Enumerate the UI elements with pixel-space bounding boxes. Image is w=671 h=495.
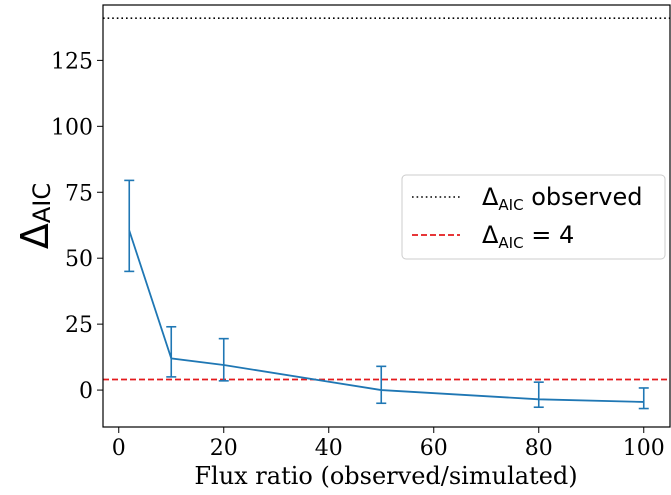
y-tick-label: 125 — [51, 49, 93, 74]
x-tick-label: 40 — [315, 436, 343, 461]
series-line — [128, 230, 644, 403]
x-tick-label: 0 — [112, 436, 126, 461]
y-tick-label: 50 — [65, 247, 93, 272]
y-tick-label: 100 — [51, 115, 93, 140]
legend-threshold-label: ΔAIC = 4 — [482, 221, 574, 252]
y-tick-label: 75 — [65, 181, 93, 206]
plot-frame — [102, 4, 671, 428]
x-tick-label: 80 — [525, 436, 553, 461]
x-tick-label: 100 — [623, 436, 665, 461]
x-tick-label: 20 — [210, 436, 238, 461]
y-tick-label: 25 — [65, 313, 93, 338]
legend: ΔAIC observed ΔAIC = 4 — [401, 174, 666, 260]
x-tick-label: 60 — [420, 436, 448, 461]
y-tick-label: 0 — [79, 379, 93, 404]
y-axis-label: ΔAIC — [13, 183, 57, 249]
x-axis-label: Flux ratio (observed/simulated) — [194, 462, 577, 490]
legend-box — [401, 174, 666, 260]
legend-observed-label: ΔAIC observed — [482, 183, 642, 214]
